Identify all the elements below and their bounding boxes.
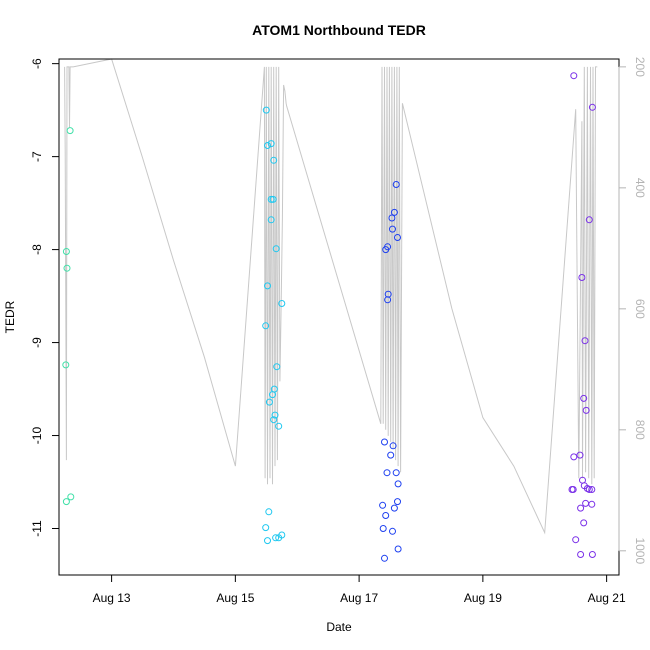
data-point [581, 337, 589, 345]
x-tick-label: Aug 21 [588, 591, 626, 605]
data-point [381, 438, 388, 446]
data-point [387, 451, 395, 459]
data-point [394, 234, 401, 241]
data-point [394, 498, 401, 506]
data-point [379, 501, 387, 509]
data-point [392, 469, 400, 477]
data-point [269, 195, 277, 203]
data-point [273, 363, 281, 371]
x-tick-label: Aug 15 [216, 591, 254, 605]
data-point [585, 486, 593, 493]
x-tick-label: Aug 13 [93, 591, 131, 605]
data-point [578, 274, 586, 281]
x-axis: Aug 13 Aug 15 Aug 17 Aug 19 Aug 21 [93, 574, 626, 605]
y-tick-label: -10 [30, 427, 44, 445]
data-point [572, 536, 580, 544]
points-layer [62, 72, 596, 562]
y-tick-label: -9 [30, 337, 44, 348]
data-point [394, 545, 402, 553]
data-point [63, 264, 71, 272]
data-point [264, 142, 271, 149]
data-point [267, 216, 275, 224]
data-point [382, 246, 390, 254]
data-point [570, 72, 578, 80]
y2-tick-label: 800 [633, 420, 647, 440]
data-point [265, 398, 273, 406]
data-point [390, 208, 398, 216]
data-point [264, 282, 271, 290]
data-point [265, 508, 273, 516]
data-point [267, 195, 275, 203]
data-point [389, 442, 397, 450]
data-point [585, 216, 593, 224]
data-point [577, 551, 585, 558]
data-point [381, 554, 388, 562]
data-point [275, 422, 283, 430]
y-tick-label: -11 [30, 520, 44, 537]
y2-tick-label: 200 [633, 57, 647, 77]
y-tick-label: -8 [30, 244, 44, 255]
data-point [383, 469, 391, 477]
data-point [62, 361, 70, 369]
data-point [588, 500, 596, 508]
data-point [588, 103, 596, 111]
data-point [580, 519, 588, 527]
plot-box [58, 58, 620, 576]
y-axis-right: 200 400 600 800 1000 [618, 57, 647, 564]
data-point [394, 480, 402, 488]
data-point [582, 499, 590, 507]
y2-tick-label: 400 [633, 178, 647, 198]
x-tick-label: Aug 17 [340, 591, 378, 605]
y2-tick-label: 600 [633, 299, 647, 319]
data-point [577, 504, 585, 512]
data-point [262, 106, 270, 114]
data-point [390, 504, 398, 512]
data-point [580, 394, 588, 402]
data-point [262, 524, 270, 532]
y-axis-label: TEDR [3, 300, 17, 333]
data-point [267, 140, 275, 148]
data-point [264, 537, 271, 545]
data-point [271, 411, 279, 419]
x-tick-label: Aug 19 [464, 591, 502, 605]
depth-series-layer [64, 58, 598, 535]
y-axis-left: -11 -10 -9 -8 -7 -6 [30, 58, 60, 537]
data-point [275, 534, 283, 542]
y-tick-label: -6 [30, 58, 44, 69]
y-tick-label: -7 [30, 151, 44, 162]
data-point [278, 300, 286, 307]
data-point [576, 451, 584, 459]
data-point [582, 406, 590, 414]
x-axis-label: Date [326, 620, 352, 634]
data-point [67, 493, 75, 501]
chart-title: ATOM1 Northbound TEDR [252, 22, 426, 38]
data-point [272, 534, 280, 542]
data-point [269, 391, 276, 399]
data-point [388, 214, 396, 222]
data-point [570, 453, 578, 461]
data-point [62, 498, 70, 506]
depth-line [64, 58, 598, 535]
data-point [270, 416, 278, 424]
data-point [62, 248, 70, 255]
data-point [588, 486, 596, 493]
data-point [262, 322, 270, 330]
y2-tick-label: 1000 [633, 537, 647, 564]
data-point [389, 527, 396, 535]
data-point [382, 512, 390, 519]
data-point [569, 486, 577, 493]
data-point [389, 225, 396, 233]
data-point [66, 127, 74, 135]
data-point [379, 525, 387, 532]
data-point [270, 156, 278, 164]
data-point [272, 245, 280, 253]
data-point [384, 296, 392, 304]
data-point [392, 181, 400, 188]
data-point [588, 551, 596, 558]
